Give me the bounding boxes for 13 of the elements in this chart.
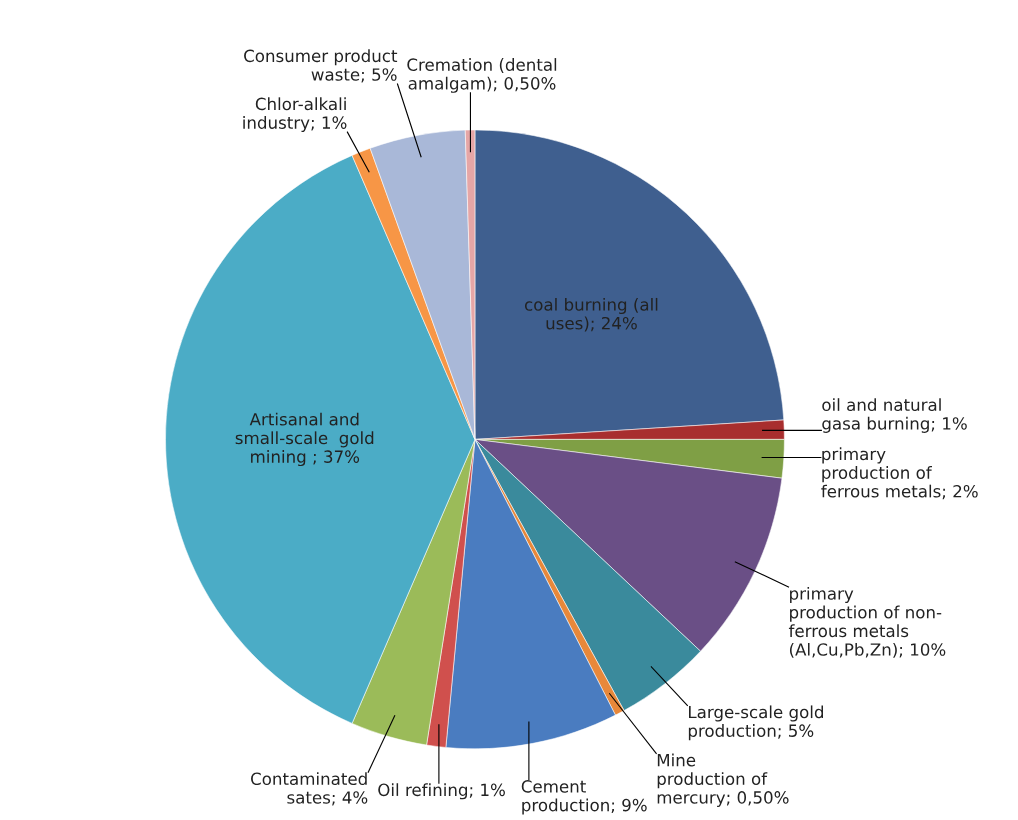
slice-label: Oil refining; 1% bbox=[378, 783, 505, 800]
slice-label: Contaminated sates; 4% bbox=[251, 772, 368, 806]
slice-label: Mine production of mercury; 0,50% bbox=[657, 753, 789, 807]
slice-label: Artisanal and small-scale gold mining ; 37% bbox=[235, 412, 374, 467]
slice-label: Large-scale gold production; 5% bbox=[688, 705, 823, 741]
slice-label: coal burning (all uses); 24% bbox=[524, 297, 658, 332]
slice-label: Consumer product waste; 5% bbox=[244, 49, 398, 83]
slice-label: oil and natural gasa burning; 1% bbox=[822, 398, 967, 433]
slice-label: primary production of ferrous metals; 2% bbox=[821, 447, 978, 500]
slice-label: primary production of non- ferrous metals (Al,Cu,Pb,Zn); 10% bbox=[788, 586, 946, 658]
slice-label: Cement production; 9% bbox=[521, 780, 647, 815]
slice-label: Chlor-alkali industry; 1% bbox=[243, 97, 347, 133]
slice-label: Cremation (dental amalgam); 0,50% bbox=[407, 58, 557, 93]
